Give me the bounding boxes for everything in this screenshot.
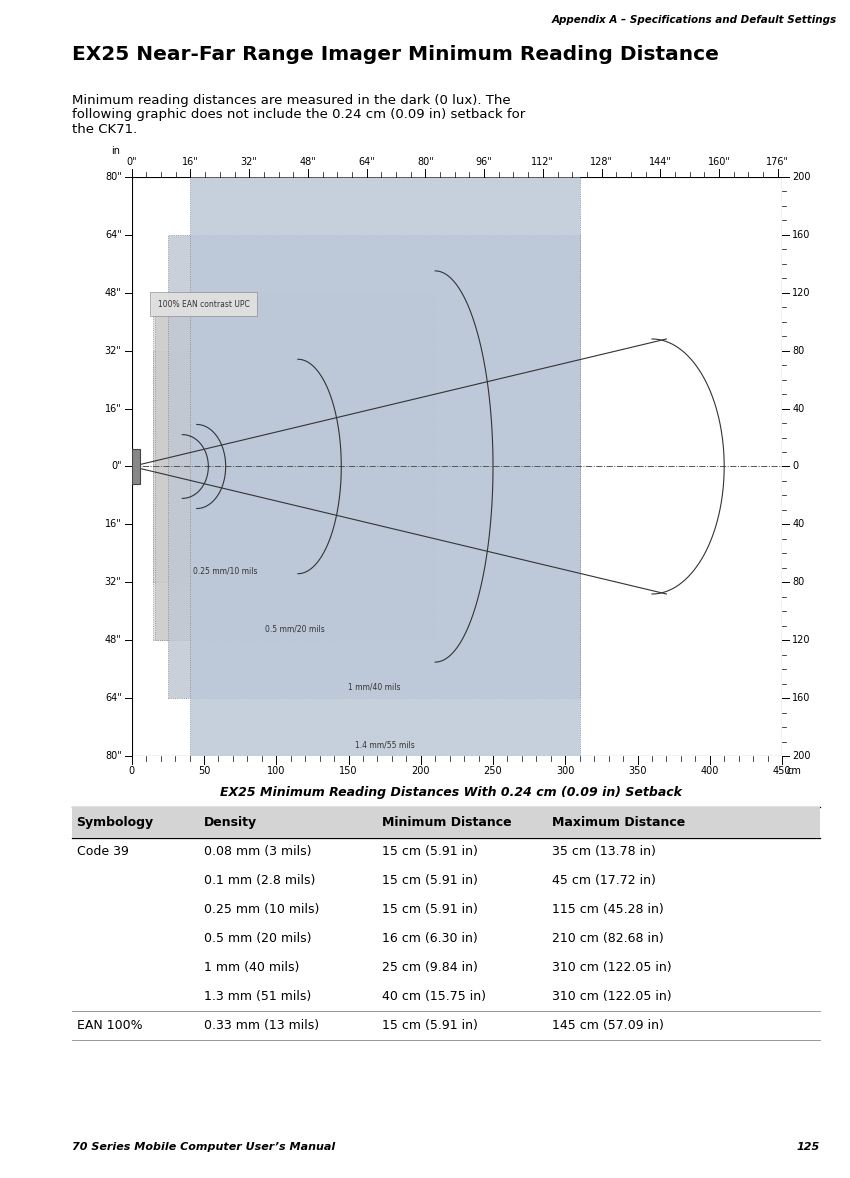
Text: EX25 Near-Far Range Imager Minimum Reading Distance: EX25 Near-Far Range Imager Minimum Readi… (72, 45, 719, 64)
Bar (132, 449, 140, 484)
Text: 100% EAN contrast UPC: 100% EAN contrast UPC (158, 300, 250, 309)
Text: 15 cm (5.91 in): 15 cm (5.91 in) (382, 874, 479, 887)
Text: 80": 80" (105, 752, 122, 761)
Text: 32": 32" (241, 157, 258, 166)
Text: 400: 400 (700, 767, 719, 776)
Text: 145 cm (57.09 in): 145 cm (57.09 in) (552, 1019, 665, 1032)
Text: 1 mm (40 mils): 1 mm (40 mils) (204, 961, 299, 974)
Text: 16": 16" (105, 404, 122, 413)
Bar (190, 177, 580, 756)
Text: 210 cm (82.68 in): 210 cm (82.68 in) (552, 932, 664, 945)
Text: 35 cm (13.78 in): 35 cm (13.78 in) (552, 846, 656, 859)
Text: 310 cm (122.05 in): 310 cm (122.05 in) (552, 990, 672, 1002)
Text: 0": 0" (127, 157, 137, 166)
Text: 96": 96" (476, 157, 492, 166)
Text: 40: 40 (792, 519, 804, 529)
Text: 48": 48" (105, 287, 122, 298)
Text: 100: 100 (267, 767, 286, 776)
Text: 310 cm (122.05 in): 310 cm (122.05 in) (552, 961, 672, 974)
Text: 80": 80" (105, 172, 122, 181)
Text: 144": 144" (649, 157, 672, 166)
Text: 15 cm (5.91 in): 15 cm (5.91 in) (382, 1019, 479, 1032)
Text: 48": 48" (299, 157, 316, 166)
Text: 450: 450 (773, 767, 791, 776)
Text: 128": 128" (590, 157, 613, 166)
Text: 45 cm (17.72 in): 45 cm (17.72 in) (552, 874, 656, 887)
Text: 1 mm/40 mils: 1 mm/40 mils (348, 682, 400, 691)
Text: 250: 250 (484, 767, 502, 776)
Bar (153, 351, 298, 582)
Text: 160: 160 (792, 230, 811, 239)
Text: 80: 80 (792, 345, 804, 356)
Text: Minimum Distance: Minimum Distance (382, 815, 512, 829)
Text: 200: 200 (792, 172, 811, 181)
Text: 200: 200 (411, 767, 430, 776)
Text: 32": 32" (105, 345, 122, 356)
Text: 15 cm (5.91 in): 15 cm (5.91 in) (382, 904, 479, 916)
Text: 16": 16" (105, 519, 122, 529)
Text: 0.33 mm (13 mils): 0.33 mm (13 mils) (204, 1019, 319, 1032)
Text: 16 cm (6.30 in): 16 cm (6.30 in) (382, 932, 479, 945)
Text: 64": 64" (105, 694, 122, 703)
Text: 0.25 mm (10 mils): 0.25 mm (10 mils) (204, 904, 320, 916)
Text: 0.08 mm (3 mils): 0.08 mm (3 mils) (204, 846, 311, 859)
Text: 1.4 mm/55 mils: 1.4 mm/55 mils (354, 740, 415, 749)
Text: Code 39: Code 39 (76, 846, 128, 859)
Text: 350: 350 (628, 767, 647, 776)
Text: 0.5 mm (20 mils): 0.5 mm (20 mils) (204, 932, 311, 945)
Text: Appendix A – Specifications and Default Settings: Appendix A – Specifications and Default … (552, 14, 837, 25)
Text: 25 cm (9.84 in): 25 cm (9.84 in) (382, 961, 479, 974)
Text: 40: 40 (792, 404, 804, 413)
Text: 64": 64" (105, 230, 122, 239)
Text: 80: 80 (792, 577, 804, 588)
Text: 300: 300 (556, 767, 575, 776)
Text: EX25 Minimum Reading Distances With 0.24 cm (0.09 in) Setback: EX25 Minimum Reading Distances With 0.24… (219, 786, 682, 799)
Text: Minimum reading distances are measured in the dark (0 lux). The: Minimum reading distances are measured i… (72, 94, 511, 107)
Text: 0: 0 (792, 462, 798, 471)
Text: EAN 100%: EAN 100% (76, 1019, 142, 1032)
Text: 120: 120 (792, 635, 811, 646)
Text: 0.5 mm/20 mils: 0.5 mm/20 mils (265, 624, 325, 633)
Text: 112": 112" (531, 157, 554, 166)
Text: 0": 0" (111, 462, 122, 471)
Text: 160": 160" (707, 157, 730, 166)
Text: 50: 50 (198, 767, 210, 776)
Text: 70 Series Mobile Computer User’s Manual: 70 Series Mobile Computer User’s Manual (72, 1143, 336, 1152)
Text: 0: 0 (128, 767, 135, 776)
Text: 80": 80" (417, 157, 434, 166)
Text: 200: 200 (792, 752, 811, 761)
Text: 125: 125 (797, 1143, 820, 1152)
Text: 48": 48" (105, 635, 122, 646)
Text: 115 cm (45.28 in): 115 cm (45.28 in) (552, 904, 664, 916)
Text: Maximum Distance: Maximum Distance (552, 815, 686, 829)
Text: 120: 120 (792, 287, 811, 298)
Bar (153, 292, 341, 641)
Bar (167, 234, 580, 699)
Text: 0.25 mm/10 mils: 0.25 mm/10 mils (194, 567, 258, 575)
Text: 0.1 mm (2.8 mils): 0.1 mm (2.8 mils) (204, 874, 315, 887)
Text: 150: 150 (339, 767, 358, 776)
Text: following graphic does not include the 0.24 cm (0.09 in) setback for: following graphic does not include the 0… (72, 108, 525, 121)
Text: cm: cm (786, 767, 802, 776)
Text: Symbology: Symbology (76, 815, 154, 829)
Text: 160: 160 (792, 694, 811, 703)
Text: in: in (111, 146, 120, 157)
Text: 64": 64" (358, 157, 375, 166)
Text: 1.3 mm (51 mils): 1.3 mm (51 mils) (204, 990, 311, 1002)
Bar (155, 292, 435, 641)
Text: the CK71.: the CK71. (72, 123, 138, 135)
Text: 176": 176" (766, 157, 789, 166)
Text: Density: Density (204, 815, 257, 829)
Text: 32": 32" (105, 577, 122, 588)
Text: 16": 16" (182, 157, 199, 166)
Text: 40 cm (15.75 in): 40 cm (15.75 in) (382, 990, 486, 1002)
Text: 15 cm (5.91 in): 15 cm (5.91 in) (382, 846, 479, 859)
